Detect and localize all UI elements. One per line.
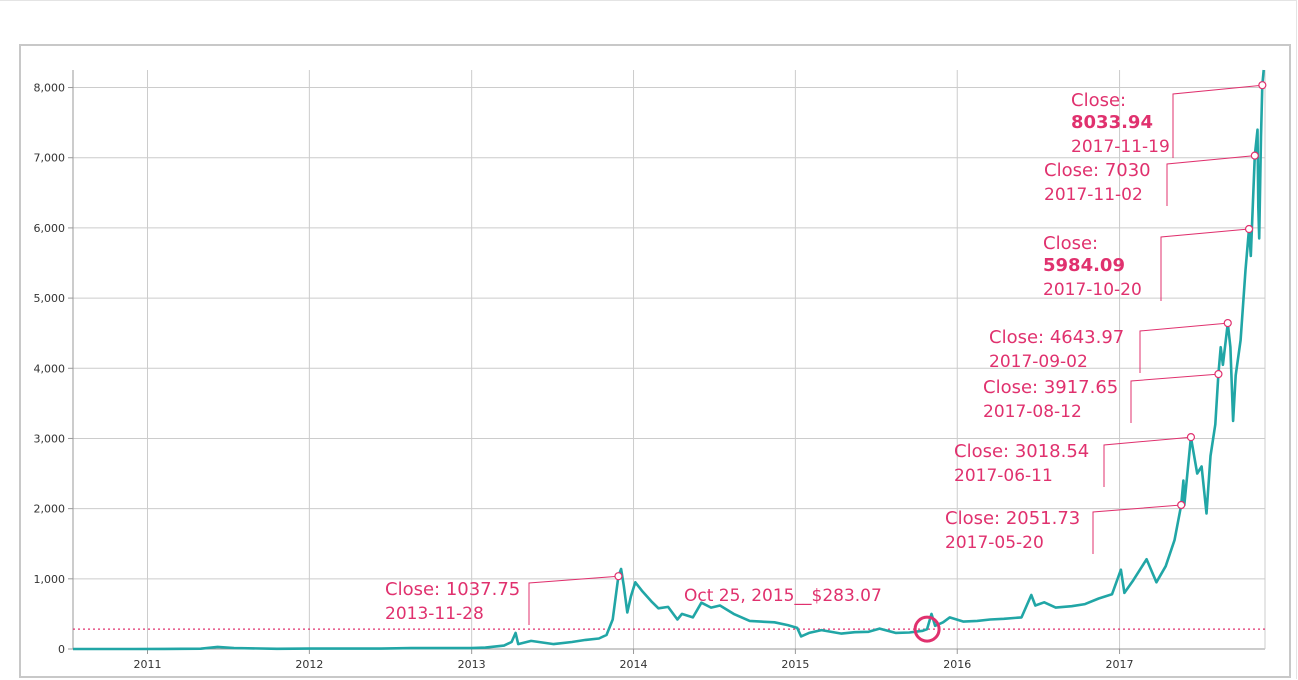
y-tick-label: 8,000	[34, 82, 66, 95]
annotation: Close: 7030 2017-11-02	[1044, 151, 1259, 206]
annotation-point	[1214, 369, 1223, 379]
annotation-leader	[1160, 228, 1250, 301]
annotation-title: Close:	[1043, 233, 1098, 254]
series-line	[73, 69, 1265, 651]
y-tick-label: 0	[58, 643, 65, 656]
annotation-leader	[1103, 436, 1191, 487]
chart-frame: 0 1,000 2,000 3,000 4,000 5,000 6,000 7,000 8,00…	[19, 44, 1291, 678]
annotation-date: 2017-06-11	[954, 466, 1053, 486]
annotation-point	[1250, 151, 1259, 160]
y-tick-label: 6,000	[34, 222, 66, 235]
y-tick-label: 5,000	[34, 292, 66, 305]
annotation-date: 2017-09-02	[989, 352, 1088, 372]
y-tick-label: 2,000	[34, 503, 66, 516]
x-tick-label: 2013	[458, 658, 486, 671]
annotation: Close: 3018.54 2017-06-11	[954, 433, 1196, 487]
annotation: Close:8033.94 2017-11-19	[1071, 81, 1267, 158]
annotation-title: Close: 4643.97	[989, 327, 1124, 348]
annotation-leader	[1139, 322, 1228, 373]
y-tick-label: 3,000	[34, 432, 66, 445]
annotation: Close: 2051.73 2017-05-20	[945, 500, 1186, 554]
annotation-leader	[1172, 84, 1263, 158]
annotation-title: Close:	[1071, 90, 1126, 111]
annotation-point	[1258, 81, 1267, 90]
price-line-chart: 0 1,000 2,000 3,000 4,000 5,000 6,000 7,000 8,00…	[34, 69, 1267, 671]
annotation-leader	[528, 575, 619, 625]
annotation-title: Close: 2051.73	[945, 508, 1080, 529]
x-tick-label: 2015	[781, 658, 809, 671]
y-tick-label: 7,000	[34, 152, 66, 165]
annotation-value: 8033.94	[1071, 112, 1153, 133]
plot-area	[73, 70, 1265, 649]
annotation-date: 2017-05-20	[945, 533, 1044, 553]
x-tick-label: 2016	[943, 658, 971, 671]
highlight-label: Oct 25, 2015__$283.07	[684, 586, 882, 606]
annotation-leader	[1166, 155, 1255, 206]
annotation-date: 2017-08-12	[983, 402, 1082, 422]
y-tick-label: 1,000	[34, 573, 66, 586]
annotation-point	[614, 572, 623, 581]
annotation-title: Close: 1037.75	[385, 579, 520, 600]
annotation-date: 2013-11-28	[385, 604, 484, 624]
annotation-date: 2017-11-19	[1071, 137, 1170, 157]
x-tick-label: 2017	[1106, 658, 1134, 671]
x-tick-label: 2014	[620, 658, 648, 671]
annotation-date: 2017-11-02	[1044, 185, 1143, 205]
annotation-value: 5984.09	[1043, 255, 1125, 276]
annotation-point	[1244, 224, 1254, 234]
annotation: Close: 4643.97 2017-09-02	[989, 318, 1232, 373]
annotation: Close: 1037.75 2013-11-28	[385, 572, 623, 625]
annotation-leader	[1130, 373, 1219, 423]
annotation-leader	[1092, 504, 1182, 554]
highlight-circle	[913, 615, 941, 643]
annotation: Close:5984.09 2017-10-20	[1043, 224, 1254, 301]
annotation-point	[1177, 500, 1186, 510]
annotation-title: Close: 3917.65	[983, 377, 1118, 398]
annotation-point	[1223, 318, 1232, 328]
x-tick-label: 2012	[295, 658, 323, 671]
annotation-title: Close: 7030	[1044, 160, 1151, 181]
annotation-point	[1186, 433, 1196, 442]
x-tick-label: 2011	[134, 658, 162, 671]
annotation-title: Close: 3018.54	[954, 441, 1089, 462]
annotation: Close: 3917.65 2017-08-12	[983, 369, 1223, 423]
y-tick-label: 4,000	[34, 362, 66, 375]
annotation-date: 2017-10-20	[1043, 280, 1142, 300]
